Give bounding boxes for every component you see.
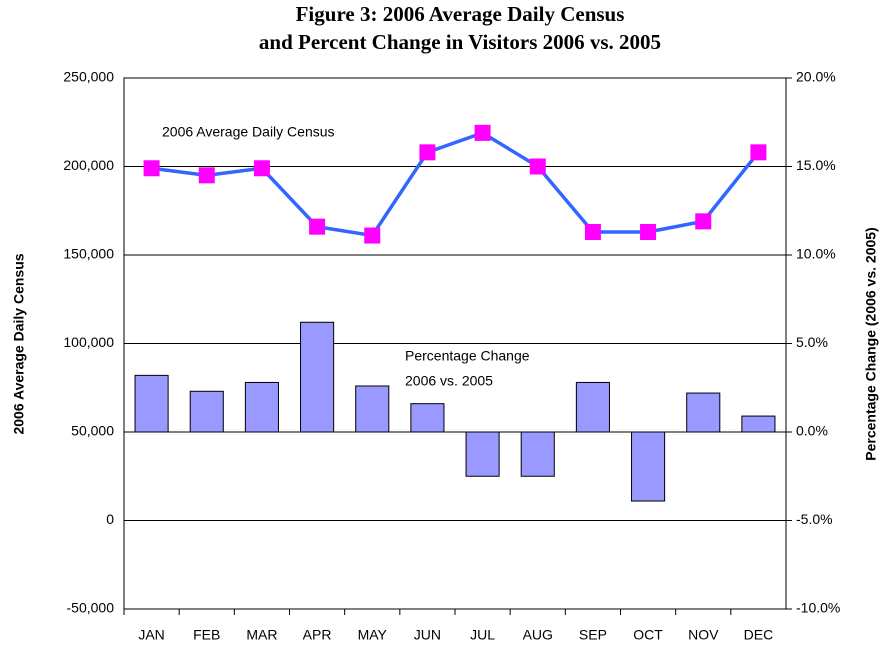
y-tick-label: 0 xyxy=(106,511,114,527)
marker xyxy=(143,160,160,177)
bar xyxy=(631,431,666,502)
x-tick-label: NOV xyxy=(688,627,719,643)
chart-title: and Percent Change in Visitors 2006 vs. … xyxy=(259,30,661,54)
marker xyxy=(750,144,767,161)
x-tick-label: SEP xyxy=(579,627,607,643)
y2-tick-label: -5.0% xyxy=(796,511,833,527)
bar xyxy=(465,431,500,477)
bar xyxy=(410,403,445,433)
y2-tick-label: 0.0% xyxy=(796,423,828,439)
y-tick-label: 50,000 xyxy=(71,423,114,439)
x-tick-label: JUL xyxy=(470,627,495,643)
bar xyxy=(520,431,555,477)
marker xyxy=(364,227,381,244)
annotation: 2006 vs. 2005 xyxy=(405,373,493,389)
x-tick-label: APR xyxy=(303,627,332,643)
marker xyxy=(584,223,601,240)
y-tick-label: -50,000 xyxy=(67,600,115,616)
y2-tick-label: -10.0% xyxy=(796,600,840,616)
y-tick-label: 150,000 xyxy=(63,246,114,262)
bar xyxy=(355,385,390,433)
marker xyxy=(474,124,491,141)
x-tick-label: JAN xyxy=(138,627,164,643)
bar xyxy=(189,390,224,433)
y2-axis-label: Percentage Change (2006 vs. 2005) xyxy=(863,227,879,460)
x-tick-label: FEB xyxy=(193,627,220,643)
y-axis-label: 2006 Average Daily Census xyxy=(11,253,27,434)
y2-tick-label: 5.0% xyxy=(796,334,828,350)
x-tick-label: DEC xyxy=(744,627,774,643)
x-tick-label: MAY xyxy=(358,627,388,643)
x-tick-label: AUG xyxy=(523,627,553,643)
y2-tick-label: 10.0% xyxy=(796,246,836,262)
y-tick-label: 100,000 xyxy=(63,334,114,350)
x-tick-label: MAR xyxy=(246,627,277,643)
marker xyxy=(253,160,270,177)
bar xyxy=(300,321,335,433)
x-tick-label: JUN xyxy=(414,627,441,643)
bar xyxy=(741,415,776,433)
chart-title: Figure 3: 2006 Average Daily Census xyxy=(296,2,625,26)
marker xyxy=(198,167,215,184)
marker xyxy=(640,223,657,240)
bar xyxy=(244,381,279,433)
marker xyxy=(529,158,546,175)
line xyxy=(151,130,760,238)
bar xyxy=(686,392,721,433)
annotation: Percentage Change xyxy=(405,348,530,364)
annotation: 2006 Average Daily Census xyxy=(162,124,335,140)
bar xyxy=(575,381,610,433)
marker xyxy=(695,213,712,230)
bar xyxy=(134,374,169,433)
x-tick-label: OCT xyxy=(633,627,663,643)
y-tick-label: 200,000 xyxy=(63,157,114,173)
y2-tick-label: 15.0% xyxy=(796,157,836,173)
y2-tick-label: 20.0% xyxy=(796,69,836,85)
marker xyxy=(309,218,326,235)
marker xyxy=(419,144,436,161)
y-tick-label: 250,000 xyxy=(63,69,114,85)
